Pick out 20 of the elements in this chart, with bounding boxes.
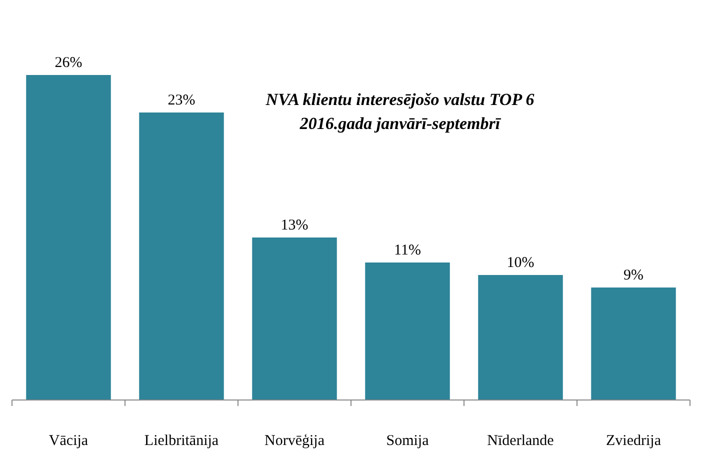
bar (139, 112, 224, 400)
text: 2016.gada janvārī-septembrī (298, 114, 502, 133)
x-tick-label: Vācija (48, 433, 88, 449)
data-label: 9% (624, 268, 644, 284)
data-label: 23% (168, 92, 196, 108)
bar (478, 275, 563, 400)
x-tick-label: Somija (386, 433, 430, 449)
bar (26, 75, 111, 400)
data-label: 11% (394, 242, 421, 258)
x-tick-label: Nīderlande (487, 433, 554, 449)
x-tick-label: Norvēģija (264, 433, 325, 449)
bar (365, 262, 450, 400)
bar (252, 238, 337, 400)
text: NVA klientu interesējošo valstu TOP 6 (264, 90, 535, 109)
bar (591, 288, 676, 400)
data-label: 26% (54, 55, 82, 71)
x-tick-label: Lielbritānija (144, 433, 219, 449)
data-label: 10% (506, 255, 534, 271)
data-label: 13% (280, 218, 308, 234)
x-tick-label: Zviedrija (606, 433, 662, 449)
